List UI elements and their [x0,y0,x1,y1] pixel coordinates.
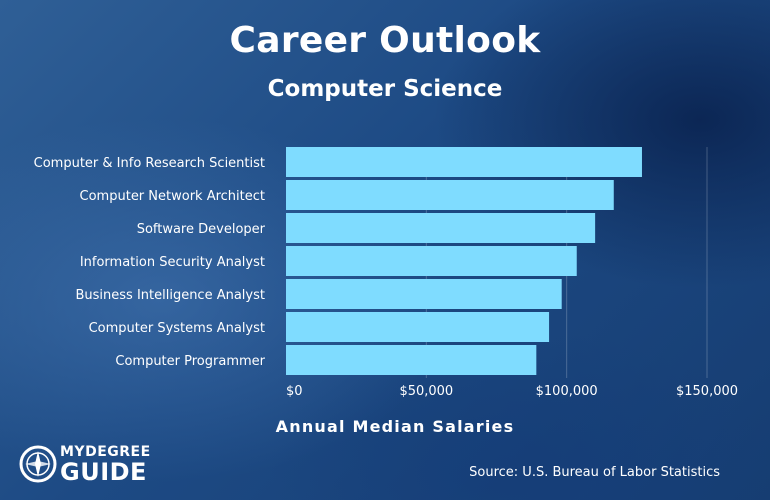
category-label: Computer & Info Research Scientist [34,156,265,171]
bar [286,312,550,342]
bar [286,279,562,309]
mydegreeguide-logo: MYDEGREE GUIDE [18,442,158,486]
category-label: Computer Network Architect [80,189,265,204]
tick-label: $150,000 [676,384,738,399]
bar [286,180,614,210]
category-label: Computer Systems Analyst [89,321,265,336]
x-axis-label: Annual Median Salaries [275,417,515,436]
category-label: Computer Programmer [115,354,265,369]
logo-line-2: GUIDE [60,458,147,486]
bar [286,213,596,243]
category-label: Business Intelligence Analyst [75,288,265,303]
tick-label: $0 [286,384,303,399]
tick-label: $100,000 [536,384,598,399]
bar [286,147,642,177]
bar [286,345,537,375]
category-label: Information Security Analyst [80,255,265,270]
source-note: Source: U.S. Bureau of Labor Statistics [469,465,720,480]
tick-label: $50,000 [399,384,453,399]
bar [286,246,577,276]
category-label: Software Developer [137,222,266,237]
chart-subtitle: Computer Science [267,76,503,102]
compass-icon [19,445,57,483]
chart-title: Career Outlook [229,20,541,61]
logo-line-1: MYDEGREE [60,444,151,460]
